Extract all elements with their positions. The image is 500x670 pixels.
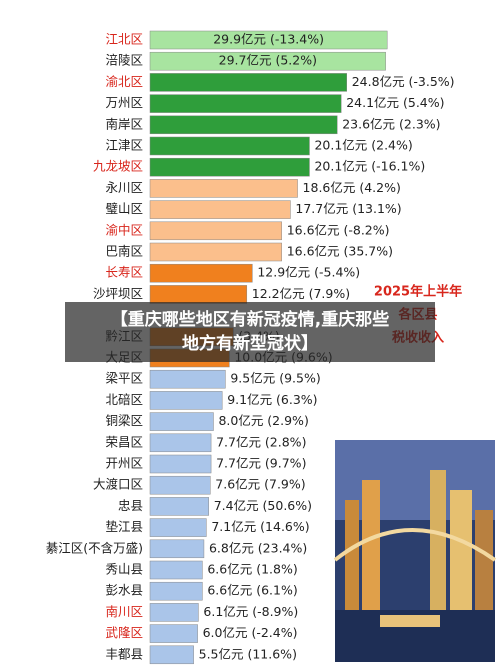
bar <box>149 51 386 71</box>
category-label: 渝中区 <box>105 222 143 237</box>
category-label: 丰都县 <box>105 646 143 661</box>
value-label: 9.5亿元 (9.5%) <box>230 371 320 386</box>
category-label: 长寿区 <box>105 265 143 280</box>
value-label: 8.0亿元 (2.9%) <box>218 413 308 428</box>
value-label: 7.7亿元 (9.7%) <box>216 456 306 471</box>
bar <box>149 263 253 283</box>
bar <box>149 475 211 495</box>
category-label: 沙坪坝区 <box>93 286 143 301</box>
bar <box>149 391 223 410</box>
bar <box>149 136 310 156</box>
city-photo <box>333 440 497 662</box>
value-label: 24.1亿元 (5.4%) <box>346 95 444 110</box>
category-label: 南岸区 <box>105 116 143 131</box>
value-label: 7.1亿元 (14.6%) <box>211 519 309 534</box>
value-label: 16.6亿元 (35.7%) <box>287 244 393 259</box>
bar <box>149 645 194 665</box>
value-label: 16.6亿元 (-8.2%) <box>287 222 390 237</box>
category-label: 涪陵区 <box>105 53 143 68</box>
value-label: 7.7亿元 (2.8%) <box>216 434 306 449</box>
annotation: 2025年上半年 <box>374 284 462 300</box>
value-label: 6.1亿元 (-8.9%) <box>203 604 298 619</box>
overlay-text: 【重庆哪些地区有新冠疫情,重庆那些 <box>111 309 389 330</box>
bar <box>149 412 214 431</box>
value-label: 12.2亿元 (7.9%) <box>252 286 350 301</box>
bar <box>149 539 205 559</box>
bar <box>149 30 388 50</box>
category-label: 北碚区 <box>105 392 143 407</box>
category-label: 彭水县 <box>105 583 143 598</box>
value-label: 6.6亿元 (1.8%) <box>207 562 297 577</box>
category-label: 忠县 <box>118 498 143 513</box>
category-label: 荣昌区 <box>105 434 143 449</box>
category-label: 南川区 <box>105 604 143 619</box>
value-label: 17.7亿元 (13.1%) <box>295 201 401 216</box>
category-label: 江津区 <box>105 138 143 153</box>
bar <box>149 73 347 92</box>
value-label: 20.1亿元 (-16.1%) <box>314 159 425 174</box>
bar <box>149 242 282 262</box>
bar <box>149 221 282 241</box>
category-label: 九龙坡区 <box>93 159 143 174</box>
bar <box>149 157 310 177</box>
bar <box>149 581 203 601</box>
category-label: 江北区 <box>105 32 143 47</box>
category-label: 永川区 <box>105 180 143 195</box>
bar <box>149 179 298 198</box>
bar <box>149 94 342 113</box>
value-label: 29.7亿元 (5.2%) <box>219 53 317 68</box>
value-label: 6.6亿元 (6.1%) <box>207 583 297 598</box>
value-label: 5.5亿元 (11.6%) <box>199 646 297 661</box>
category-label: 武隆区 <box>105 625 143 640</box>
bar <box>149 433 212 453</box>
value-label: 20.1亿元 (2.4%) <box>314 138 412 153</box>
bar <box>149 497 209 516</box>
category-label: 秀山县 <box>105 562 143 577</box>
value-label: 6.0亿元 (-2.4%) <box>203 625 298 640</box>
bar <box>149 369 226 389</box>
category-label: 大渡口区 <box>93 477 143 492</box>
value-label: 7.4亿元 (50.6%) <box>214 498 312 513</box>
value-label: 9.1亿元 (6.3%) <box>227 392 317 407</box>
category-label: 巴南区 <box>105 244 143 259</box>
bar <box>149 624 198 643</box>
category-label: 万州区 <box>105 95 143 110</box>
category-label: 开州区 <box>105 456 143 471</box>
value-label: 23.6亿元 (2.3%) <box>342 116 440 131</box>
category-label: 璧山区 <box>105 201 143 216</box>
bar <box>149 560 203 580</box>
bar <box>149 115 338 135</box>
bar <box>149 603 199 622</box>
bar <box>149 518 207 537</box>
value-label: 12.9亿元 (-5.4%) <box>257 265 360 280</box>
category-label: 梁平区 <box>105 371 143 386</box>
value-label: 6.8亿元 (23.4%) <box>209 540 307 555</box>
bar <box>149 200 291 219</box>
value-label: 29.9亿元 (-13.4%) <box>213 32 324 47</box>
category-label: 铜梁区 <box>105 413 143 428</box>
category-label: 渝北区 <box>105 74 143 89</box>
value-label: 7.6亿元 (7.9%) <box>215 477 305 492</box>
overlay-text: 地方有新型冠状】 <box>182 333 318 354</box>
category-label: 綦江区(不含万盛) <box>46 540 143 555</box>
bar <box>149 285 248 304</box>
category-label: 垫江县 <box>105 519 143 534</box>
value-label: 18.6亿元 (4.2%) <box>303 180 401 195</box>
overlay-band <box>65 302 435 362</box>
value-label: 24.8亿元 (-3.5%) <box>352 74 455 89</box>
bar <box>149 454 212 474</box>
